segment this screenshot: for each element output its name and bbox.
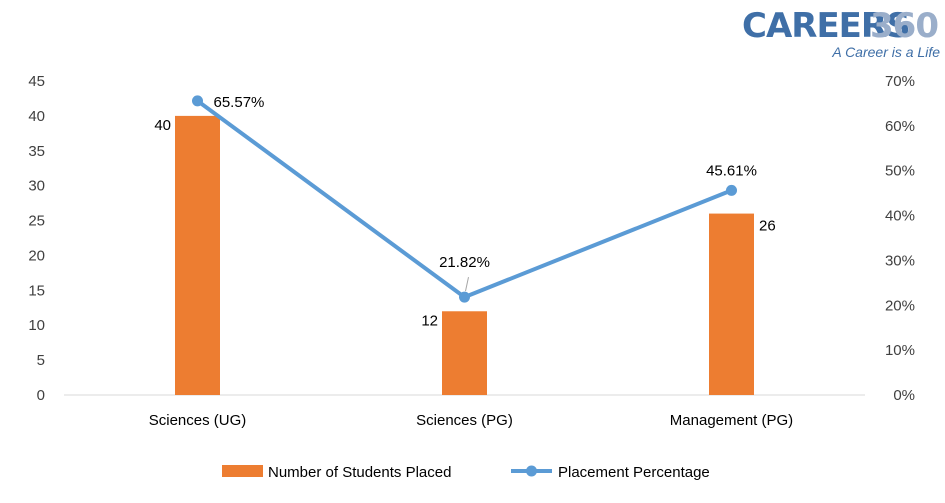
bar-data-label: 26	[759, 218, 776, 235]
left-y-tick-label: 15	[28, 282, 45, 299]
left-y-tick-label: 40	[28, 108, 45, 125]
x-axis-category-label: Sciences (PG)	[416, 412, 513, 429]
legend: Number of Students Placed Placement Perce…	[222, 464, 710, 481]
line-point	[726, 184, 737, 196]
left-y-tick-label: 45	[28, 73, 45, 90]
logo-number: 360	[870, 6, 938, 46]
left-y-tick-label: 25	[28, 213, 45, 230]
right-y-tick-label: 40%	[885, 208, 915, 225]
line-data-label: 21.82%	[439, 254, 490, 271]
legend-swatch-bars	[222, 465, 263, 477]
right-y-tick-label: 0%	[893, 387, 915, 404]
right-y-tick-label: 30%	[885, 252, 915, 269]
bar-data-label: 12	[421, 312, 438, 329]
left-y-tick-label: 30	[28, 178, 45, 195]
left-y-tick-label: 10	[28, 317, 45, 334]
leader-line	[465, 277, 469, 292]
legend-swatch-marker	[526, 465, 537, 477]
bar	[442, 311, 487, 395]
logo-tagline: A Career is a Life	[831, 44, 940, 60]
logo-name: CAREERS	[742, 6, 910, 46]
line-point	[192, 95, 203, 107]
right-y-tick-label: 20%	[885, 297, 915, 314]
careers360-logo: CAREERS 360 A Career is a Life	[742, 6, 940, 60]
left-y-axis: 0 5 10 15 20 25 30 35 40 45	[28, 73, 45, 404]
legend-label-line: Placement Percentage	[558, 464, 710, 481]
bar	[709, 213, 754, 395]
line-data-label: 65.57%	[214, 94, 265, 111]
x-axis-categories: Sciences (UG) Sciences (PG) Management (PG…	[149, 412, 793, 429]
x-axis-category-label: Management (PG)	[670, 412, 793, 429]
left-y-tick-label: 20	[28, 247, 45, 264]
bar	[175, 115, 220, 395]
left-y-tick-label: 35	[28, 143, 45, 160]
left-y-tick-label: 5	[37, 352, 45, 369]
right-y-axis: 0% 10% 20% 30% 40% 50% 60% 70%	[885, 73, 915, 404]
right-y-tick-label: 60%	[885, 118, 915, 135]
right-y-tick-label: 10%	[885, 342, 915, 359]
right-y-tick-label: 70%	[885, 73, 915, 90]
bar-data-label: 40	[154, 117, 171, 134]
line-data-label: 45.61%	[706, 162, 757, 179]
line-series: 65.57% 21.82% 45.61%	[192, 94, 757, 303]
legend-label-bars: Number of Students Placed	[268, 464, 451, 481]
line-point	[459, 291, 470, 303]
bar-series: 40 12 26	[154, 115, 776, 395]
right-y-tick-label: 50%	[885, 163, 915, 180]
x-axis-category-label: Sciences (UG)	[149, 412, 247, 429]
left-y-tick-label: 0	[37, 387, 45, 404]
